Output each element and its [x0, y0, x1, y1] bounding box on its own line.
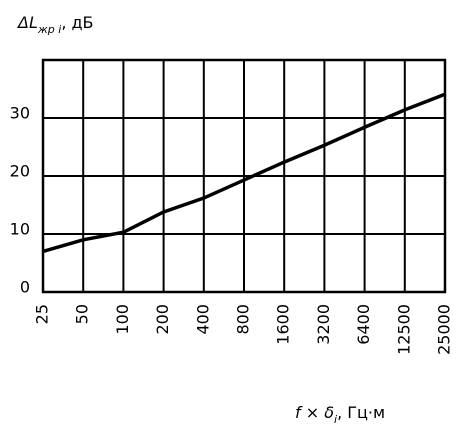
x-axis-title: f × δi, Гц·м [295, 403, 385, 426]
y-axis-title: ΔLжр i, дБ [16, 13, 94, 36]
y-title-unit: , дБ [61, 13, 93, 32]
y-tick-label: 30 [10, 104, 30, 123]
x-tick-label: 200 [153, 304, 172, 335]
x-tick-label: 400 [193, 304, 212, 335]
y-title-main: ΔL [16, 13, 38, 32]
y-title-sub: жр i [37, 23, 61, 36]
x-tick-label: 800 [234, 304, 253, 335]
x-tick-label: 25000 [435, 304, 454, 355]
y-tick-label: 20 [10, 162, 30, 181]
x-tick-label: 6400 [354, 304, 373, 345]
x-tick-label: 50 [73, 304, 92, 324]
x-tick-label: 1600 [274, 304, 293, 345]
y-tick-label: 0 [20, 278, 30, 297]
x-tick-label: 25 [33, 304, 52, 324]
x-title-unit: , Гц·м [337, 403, 385, 422]
data-line [42, 92, 446, 254]
x-tick-label: 100 [113, 304, 132, 335]
x-tick-label: 12500 [394, 304, 413, 355]
y-tick-label: 10 [10, 220, 30, 239]
x-title-sub: i [334, 413, 337, 426]
x-tick-label: 3200 [314, 304, 333, 345]
x-title-main: f × δ [295, 403, 334, 422]
